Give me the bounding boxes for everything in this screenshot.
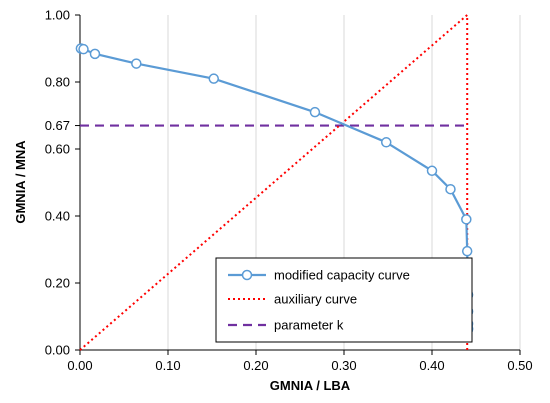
- x-tick-label: 0.40: [419, 358, 444, 373]
- x-axis-label: GMNIA / LBA: [270, 378, 351, 393]
- legend-marker: [241, 269, 253, 281]
- x-tick-labels: 0.00 0.10 0.20 0.30 0.40 0.50: [67, 358, 532, 373]
- y-tick-label: 0.60: [45, 142, 70, 157]
- legend: modified capacity curve auxiliary curve pa…: [215, 257, 473, 343]
- x-tick-label: 0.00: [67, 358, 92, 373]
- legend-parameter-k: parameter k: [274, 318, 344, 333]
- x-tick-label: 0.10: [155, 358, 180, 373]
- data-point: [208, 73, 220, 84]
- axes: [75, 14, 521, 355]
- y-tick-label: 0.20: [45, 276, 70, 291]
- data-point: [380, 137, 392, 148]
- y-tick-label: 0.00: [45, 343, 70, 358]
- data-point: [426, 165, 438, 177]
- y-tick-label: 0.80: [45, 75, 70, 90]
- legend-modified-capacity-curve: modified capacity curve: [274, 268, 410, 283]
- y-tick-labels: 0.00 0.20 0.40 0.60 0.67 0.80 1.00: [45, 8, 70, 358]
- data-point: [309, 106, 321, 118]
- data-point: [461, 214, 472, 225]
- x-tick-label: 0.30: [331, 358, 356, 373]
- x-tick-label: 0.50: [507, 358, 532, 373]
- x-tick-label: 0.20: [243, 358, 268, 373]
- data-point: [78, 43, 89, 55]
- y-axis-label: GMNIA / MNA: [13, 140, 28, 224]
- data-point: [461, 245, 473, 257]
- y-tick-label: 0.67: [45, 118, 70, 133]
- data-point: [445, 183, 456, 195]
- legend-auxiliary-curve: auxiliary curve: [274, 292, 357, 307]
- y-tick-label: 1.00: [45, 8, 70, 23]
- data-point: [89, 48, 101, 60]
- data-point: [131, 58, 142, 69]
- y-tick-label: 0.40: [45, 209, 70, 224]
